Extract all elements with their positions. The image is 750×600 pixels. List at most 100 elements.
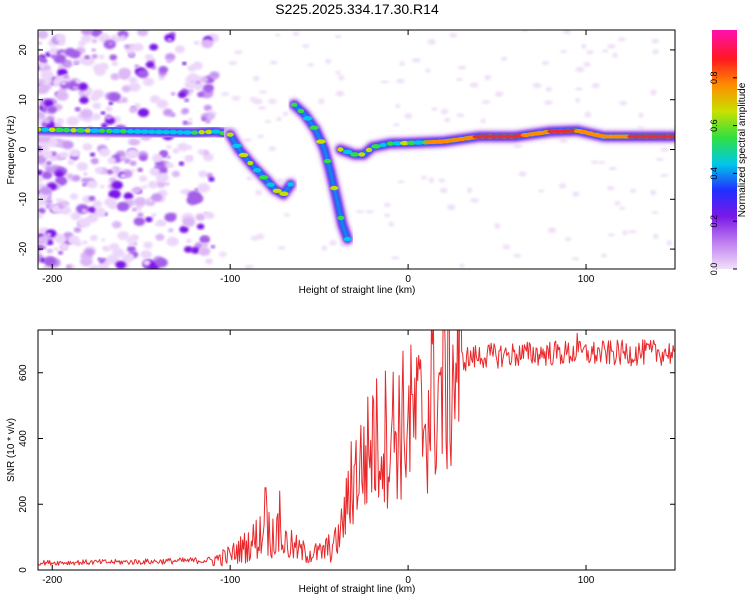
noise-blob (134, 205, 143, 212)
noise-blob (606, 185, 615, 191)
noise-blob (55, 234, 67, 244)
noise-blob (397, 180, 405, 184)
noise-blob (179, 225, 189, 234)
noise-blob (124, 44, 130, 49)
x-tick-label: -200 (42, 575, 62, 586)
noise-blob (201, 117, 207, 121)
noise-blob (302, 43, 310, 49)
noise-blob (77, 217, 91, 228)
ridge-peak (297, 108, 305, 114)
noise-blob (70, 212, 82, 221)
spectrogram-x-label: Height of straight line (km) (299, 285, 416, 296)
noise-blob (89, 152, 96, 157)
noise-blob (651, 38, 660, 44)
noise-blob (608, 166, 617, 171)
noise-blob (38, 201, 42, 208)
noise-blob (155, 233, 165, 241)
noise-blob (269, 60, 278, 65)
noise-blob (142, 259, 151, 266)
noise-blob (449, 32, 458, 38)
noise-blob (198, 170, 208, 178)
noise-blob (619, 206, 626, 211)
noise-blob (134, 64, 140, 69)
noise-blob (438, 178, 446, 183)
noise-blob (425, 68, 431, 73)
noise-blob (650, 189, 657, 196)
y-tick-label: -10 (18, 192, 29, 207)
ridge-peak (358, 152, 366, 157)
noise-blob (147, 180, 158, 189)
noise-blob (602, 49, 609, 53)
noise-blob (120, 97, 128, 104)
noise-blob (145, 216, 153, 223)
noise-blob (208, 176, 215, 182)
noise-blob (108, 101, 114, 106)
noise-blob (172, 148, 180, 154)
noise-blob (380, 80, 390, 84)
ridge-peak (316, 139, 326, 144)
snr-plot-area (38, 330, 675, 567)
noise-blob (581, 43, 587, 49)
noise-blob (177, 91, 187, 99)
noise-blob (182, 61, 187, 66)
noise-blob (108, 202, 118, 210)
noise-blob (41, 137, 47, 142)
noise-blob (630, 188, 637, 194)
noise-blob (264, 119, 272, 124)
noise-blob (165, 162, 172, 168)
noise-blob (205, 119, 211, 124)
noise-blob (205, 258, 213, 265)
noise-blob (466, 187, 473, 194)
noise-blob (257, 134, 265, 139)
ridge-peak (191, 130, 198, 135)
noise-blob (92, 89, 105, 99)
noise-blob (140, 250, 152, 259)
noise-blob (109, 54, 118, 61)
noise-blob (167, 38, 172, 42)
noise-blob (388, 221, 395, 227)
noise-blob (199, 235, 210, 244)
ridge-peak (350, 152, 360, 157)
noise-blob (107, 157, 117, 164)
noise-blob (59, 243, 69, 251)
noise-blob (574, 87, 583, 91)
noise-blob (155, 222, 160, 227)
noise-blob (128, 82, 141, 92)
ridge-peak (232, 143, 242, 149)
noise-blob (182, 217, 196, 228)
noise-blob (395, 103, 401, 109)
noise-blob (655, 157, 664, 162)
noise-blob (614, 201, 621, 206)
noise-blob (164, 33, 175, 43)
ridge-peak (98, 128, 106, 134)
noise-blob (119, 155, 127, 161)
noise-blob (203, 83, 215, 93)
noise-blob (170, 92, 176, 96)
ridge-peak (392, 141, 403, 146)
noise-blob (210, 244, 216, 249)
colorbar-tick-label: 0.6 (709, 119, 719, 132)
ridge-peak (272, 188, 282, 193)
ridge-peak (148, 129, 156, 134)
ridge-peak (211, 129, 221, 134)
noise-blob (469, 82, 479, 88)
noise-blob (190, 193, 204, 204)
noise-blob (187, 64, 197, 72)
noise-blob (128, 51, 135, 57)
noise-blob (500, 56, 508, 61)
x-tick-label: 0 (405, 274, 411, 285)
noise-blob (90, 157, 99, 165)
noise-blob (396, 78, 405, 84)
noise-blob (91, 48, 96, 52)
noise-blob (69, 49, 81, 59)
noise-blob (545, 86, 552, 92)
noise-blob (151, 213, 157, 218)
colorbar-tick-label: 0.8 (709, 72, 719, 85)
noise-blob (547, 227, 557, 234)
noise-blob (71, 174, 81, 182)
noise-blob (446, 204, 456, 211)
ridge-peak (176, 130, 184, 135)
noise-blob (84, 248, 95, 257)
ridge-peak (182, 130, 193, 135)
noise-blob (73, 86, 78, 90)
